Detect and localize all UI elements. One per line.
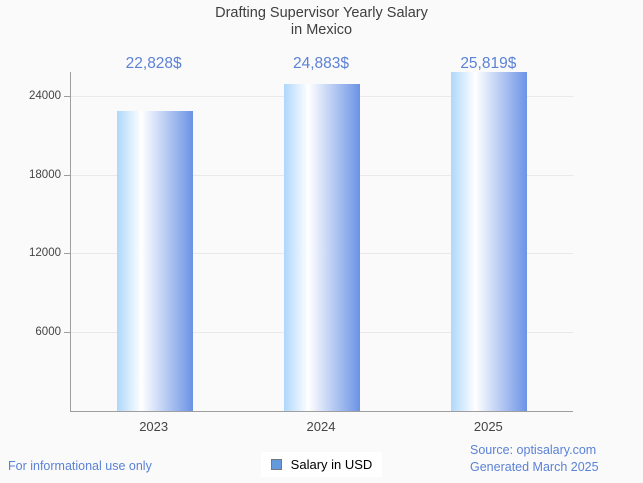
source-text: Source: optisalary.com xyxy=(470,443,597,457)
x-axis-label-2023: 2023 xyxy=(139,419,169,434)
disclaimer-text: For informational use only xyxy=(8,459,152,473)
y-axis-tick-label: 18000 xyxy=(29,168,61,181)
plot-area xyxy=(64,72,573,412)
y-axis-tick xyxy=(64,332,70,334)
y-axis-tick-label: 12000 xyxy=(29,247,61,260)
y-axis-tick-label: 6000 xyxy=(35,326,61,339)
x-axis-label-2024: 2024 xyxy=(306,419,336,434)
legend-label: Salary in USD xyxy=(290,456,373,472)
value-label-2023: 22,828$ xyxy=(125,55,182,72)
y-axis-tick xyxy=(64,253,70,255)
bar-2023[interactable] xyxy=(116,111,193,411)
source-block: Source: optisalary.com Generated March 2… xyxy=(470,442,599,475)
value-label-2025: 25,819$ xyxy=(460,55,517,72)
x-axis-label-2025: 2025 xyxy=(473,419,503,434)
legend-swatch-icon xyxy=(270,458,282,470)
chart-title-line1: Drafting Supervisor Yearly Salary xyxy=(215,5,428,21)
bar-2024[interactable] xyxy=(284,84,360,411)
legend-item[interactable]: Salary in USD xyxy=(260,451,383,477)
generated-text: Generated March 2025 xyxy=(470,459,599,474)
chart-title: Drafting Supervisor Yearly Salary in Mex… xyxy=(0,5,643,38)
value-label-2024: 24,883$ xyxy=(292,55,350,72)
legend[interactable]: Salary in USD xyxy=(0,451,643,477)
chart-title-line2: in Mexico xyxy=(290,21,353,38)
y-axis-tick xyxy=(64,174,70,176)
y-axis-tick xyxy=(64,95,70,97)
y-axis-tick-label: 24000 xyxy=(29,89,61,102)
bar-2025[interactable] xyxy=(451,72,528,411)
